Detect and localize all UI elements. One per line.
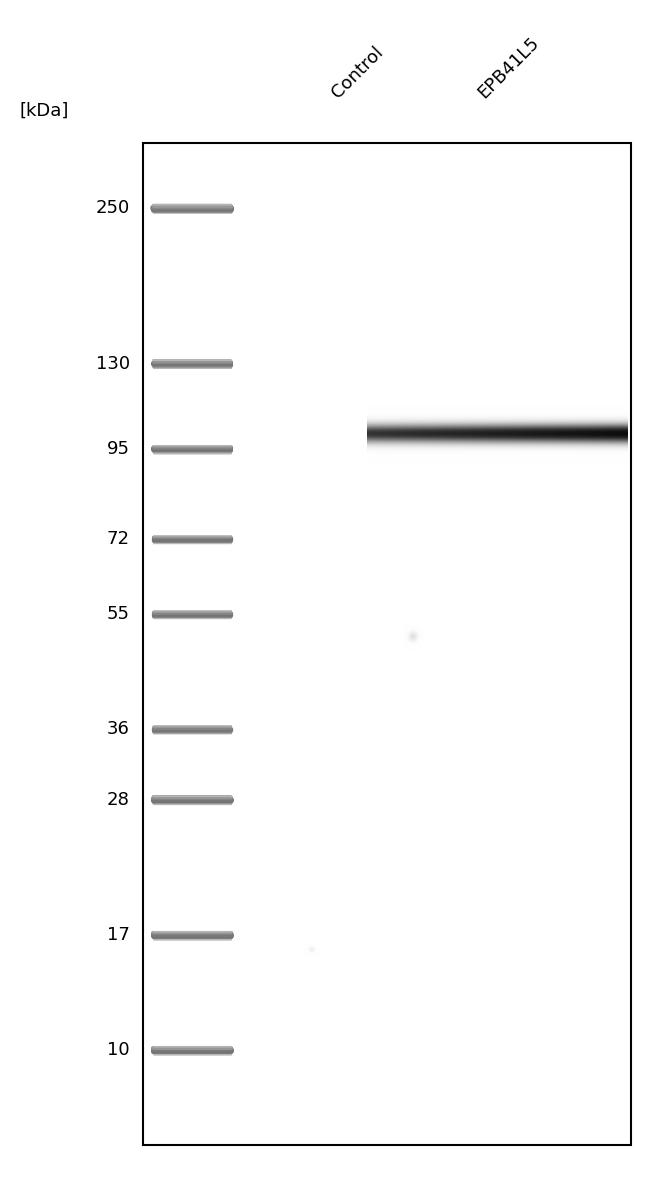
Text: 95: 95 — [107, 440, 130, 458]
Text: 55: 55 — [107, 605, 130, 623]
Bar — [143, 143, 630, 1145]
Text: 72: 72 — [107, 530, 130, 548]
Text: 28: 28 — [107, 791, 130, 809]
Text: [kDa]: [kDa] — [20, 101, 69, 119]
Text: Control: Control — [328, 43, 387, 101]
Text: EPB41L5: EPB41L5 — [474, 33, 543, 101]
Text: 130: 130 — [96, 354, 130, 372]
Text: 250: 250 — [96, 199, 130, 217]
Text: 17: 17 — [107, 926, 130, 944]
Text: 10: 10 — [107, 1041, 130, 1059]
Text: 36: 36 — [107, 721, 130, 738]
